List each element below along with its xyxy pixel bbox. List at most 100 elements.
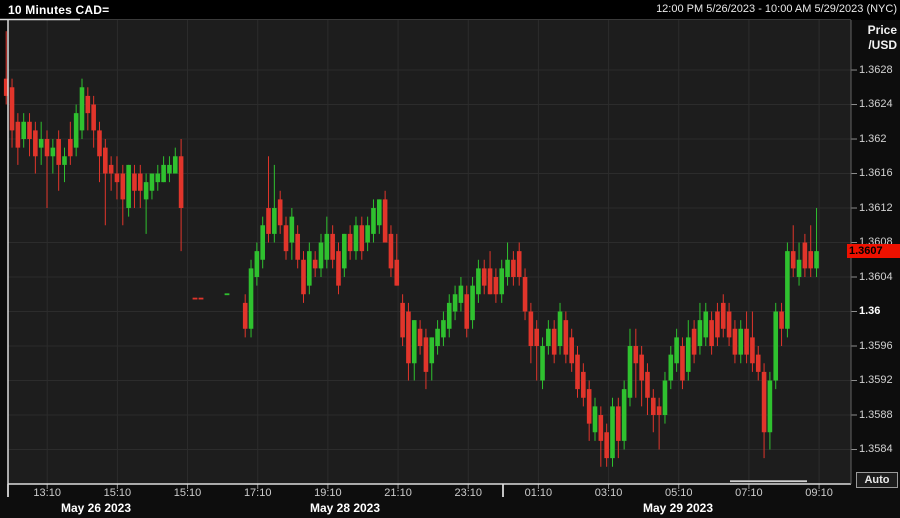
candle-body (347, 233, 353, 252)
last-price-value: 1.3607 (849, 245, 883, 258)
candle-body (161, 164, 166, 183)
candle-body (423, 337, 429, 372)
candle-body (382, 199, 388, 243)
candle-body (627, 346, 633, 398)
candle-body (709, 320, 714, 347)
price-tick-label: 1.362 (859, 132, 887, 145)
candle-body (546, 328, 551, 347)
price-tick-label: 1.36 (859, 305, 881, 317)
candle-body (167, 164, 172, 174)
candle-body (91, 104, 96, 131)
candle-body (73, 113, 79, 148)
candle-body (720, 302, 726, 329)
zoom-slider-handle[interactable] (730, 480, 807, 483)
candle-body (283, 225, 289, 252)
candle-body (534, 328, 539, 347)
auto-scale-button[interactable]: Auto (856, 472, 898, 488)
candle-body (108, 164, 114, 174)
candle-body (365, 225, 370, 243)
chart-time-range: 12:00 PM 5/26/2023 - 10:00 AM 5/29/2023 … (656, 3, 897, 15)
candle-body (172, 156, 178, 174)
candle-body (3, 78, 9, 96)
candle-body (715, 311, 720, 338)
candle-body (732, 328, 738, 355)
candle-body (178, 156, 184, 209)
candle-body (779, 311, 784, 329)
candle-body (516, 251, 522, 278)
candle-body (598, 415, 604, 441)
date-label: May 29 2023 (642, 501, 714, 515)
candle-body (744, 328, 749, 355)
candle-body (773, 311, 779, 381)
price-tick-label: 1.3616 (859, 167, 893, 180)
candle-body (522, 277, 528, 312)
price-axis-title-line1: Price (867, 23, 897, 37)
candle-body (569, 337, 574, 364)
quote-dash (198, 297, 204, 300)
price-tick-label: 1.3624 (859, 98, 893, 111)
last-price-badge: 1.3607 (847, 244, 900, 259)
candle-body (79, 87, 85, 131)
candle-body (137, 173, 143, 191)
candle-body (767, 380, 773, 433)
candle-body (388, 233, 394, 269)
time-tick-label: 19:10 (314, 487, 342, 499)
candle-body (621, 389, 627, 441)
candle-body (21, 121, 26, 140)
candle-body (312, 259, 318, 269)
candle-body (120, 173, 126, 200)
candle-body (452, 294, 458, 312)
time-tick-label: 23:10 (454, 487, 482, 499)
candle-body (557, 311, 563, 347)
price-tick-label: 1.3584 (859, 443, 893, 455)
candle-body (417, 328, 423, 347)
candle-body (50, 147, 56, 157)
candle-body (68, 139, 73, 157)
candle-body (318, 242, 324, 269)
candle-body (441, 320, 446, 338)
candle-body (481, 268, 487, 286)
candle-body (429, 337, 435, 364)
time-tick-label: 01:10 (524, 487, 553, 499)
candle-body (289, 216, 295, 243)
time-tick-label: 15:10 (173, 487, 202, 499)
chart-title: 10 Minutes CAD= (8, 3, 110, 17)
candle-body (435, 328, 440, 347)
candle-body (551, 328, 557, 355)
candle-body (511, 259, 516, 278)
time-tick-label: 17:10 (243, 487, 272, 499)
candle-body (499, 268, 505, 295)
candle-body (272, 208, 277, 234)
candle-body (248, 268, 254, 329)
price-axis-title: Price /USD (868, 23, 897, 53)
candle-body (464, 294, 470, 329)
candle-body (359, 225, 365, 252)
candle-body (674, 337, 679, 364)
price-tick-label: 1.3588 (859, 408, 893, 421)
price-tick-label: 1.3596 (859, 339, 893, 352)
candle-body (342, 233, 347, 269)
candle-body (56, 139, 61, 165)
candle-body (260, 225, 265, 260)
candle-body (726, 311, 732, 338)
candle-body (277, 199, 283, 226)
candle-body (563, 320, 569, 355)
candle-body (44, 139, 50, 157)
price-tick-label: 1.3628 (859, 63, 893, 76)
candle-body (394, 259, 400, 286)
date-label: May 26 2023 (60, 501, 132, 515)
candle-body (604, 432, 609, 459)
quote-dash (224, 293, 230, 296)
candle-body (616, 406, 621, 441)
candle-body (155, 173, 161, 183)
candle-body (254, 251, 260, 278)
time-tick-label: 09:10 (805, 487, 833, 499)
time-tick-label: 15:10 (103, 487, 132, 499)
candle-body (406, 311, 411, 364)
candle-body (33, 130, 38, 157)
candle-body (336, 251, 341, 286)
time-tick-label: 03:10 (594, 487, 623, 499)
candle-body (755, 354, 761, 372)
